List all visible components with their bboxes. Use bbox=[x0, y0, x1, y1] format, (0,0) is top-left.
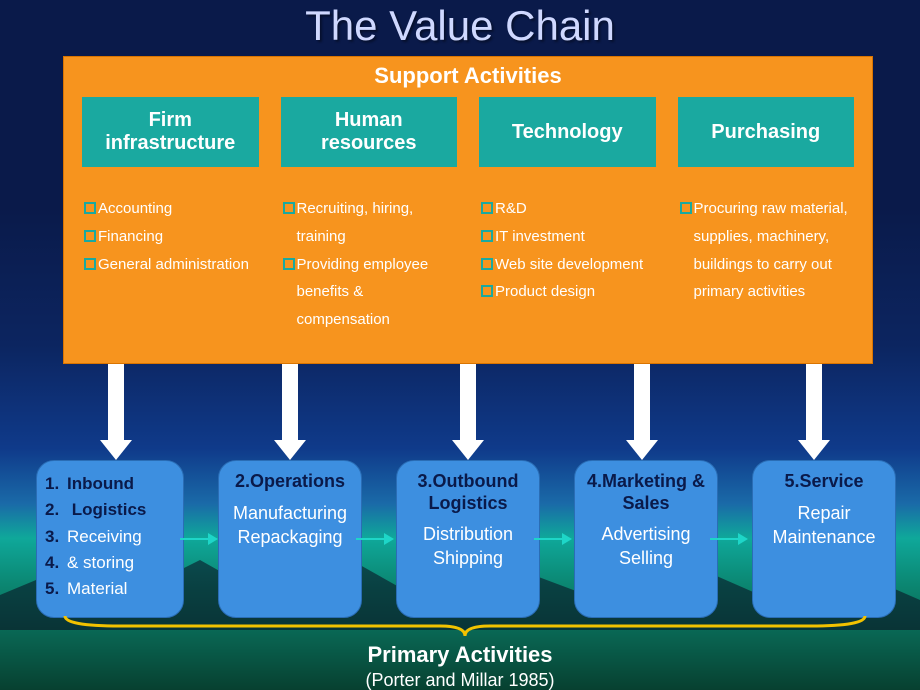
line-num: 4. bbox=[45, 550, 67, 576]
support-head-purchasing: Purchasing bbox=[678, 97, 855, 167]
primary-body: DistributionShipping bbox=[401, 522, 535, 571]
primary-box-outbound: 3.Outbound Logistics DistributionShippin… bbox=[396, 460, 540, 618]
support-items-tech: R&D IT investment Web site development P… bbox=[479, 195, 656, 306]
right-arrow-icon bbox=[710, 538, 740, 540]
right-arrow-icon bbox=[534, 538, 564, 540]
page-title: The Value Chain bbox=[0, 0, 920, 50]
line-num: 1. bbox=[45, 471, 67, 497]
support-item: Financing bbox=[84, 223, 259, 251]
support-head-tech: Technology bbox=[479, 97, 656, 167]
support-item: Recruiting, hiring, training bbox=[283, 195, 458, 251]
support-col-tech: Technology R&D IT investment Web site de… bbox=[479, 97, 656, 334]
right-arrow-icon bbox=[356, 538, 386, 540]
support-item: Procuring raw material, supplies, machin… bbox=[680, 195, 855, 306]
support-item: Product design bbox=[481, 278, 656, 306]
support-items-firm: Accounting Financing General administrat… bbox=[82, 195, 259, 278]
support-item: General administration bbox=[84, 251, 259, 279]
right-arrow-icon bbox=[180, 538, 210, 540]
primary-body: RepairMaintenance bbox=[757, 501, 891, 550]
citation-text: (Porter and Millar 1985) bbox=[0, 670, 920, 690]
down-arrow-icon bbox=[460, 364, 476, 442]
support-item: Accounting bbox=[84, 195, 259, 223]
line-text: Receiving bbox=[67, 527, 142, 546]
line-num: 3. bbox=[45, 524, 67, 550]
primary-title: 2.Operations bbox=[223, 471, 357, 493]
support-title: Support Activities bbox=[64, 63, 872, 89]
support-head-hr: Human resources bbox=[281, 97, 458, 167]
primary-title: 5.Service bbox=[757, 471, 891, 493]
line-num: 2. bbox=[45, 497, 67, 523]
primary-box-marketing: 4.Marketing & Sales AdvertisingSelling bbox=[574, 460, 718, 618]
support-item: IT investment bbox=[481, 223, 656, 251]
brace-icon bbox=[60, 614, 870, 636]
support-items-purchasing: Procuring raw material, supplies, machin… bbox=[678, 195, 855, 306]
support-col-purchasing: Purchasing Procuring raw material, suppl… bbox=[678, 97, 855, 334]
primary-activities-row: 1.Inbound 2. Logistics 3.Receiving 4.& s… bbox=[36, 460, 896, 618]
primary-activities-label: Primary Activities bbox=[0, 642, 920, 668]
down-arrow-icon bbox=[282, 364, 298, 442]
down-arrow-icon bbox=[634, 364, 650, 442]
line-num: 5. bbox=[45, 576, 67, 602]
support-item: Web site development bbox=[481, 251, 656, 279]
primary-title: 3.Outbound Logistics bbox=[401, 471, 535, 514]
line-text: Inbound bbox=[67, 474, 134, 493]
support-activities-panel: Support Activities Firm infrastructure A… bbox=[63, 56, 873, 364]
support-item: R&D bbox=[481, 195, 656, 223]
support-col-firm: Firm infrastructure Accounting Financing… bbox=[82, 97, 259, 334]
support-item: Providing employee benefits & compensati… bbox=[283, 251, 458, 334]
down-arrow-icon bbox=[806, 364, 822, 442]
support-columns: Firm infrastructure Accounting Financing… bbox=[82, 97, 854, 334]
line-text: Logistics bbox=[67, 500, 146, 519]
primary-box-operations: 2.Operations ManufacturingRepackaging bbox=[218, 460, 362, 618]
primary-box-inbound: 1.Inbound 2. Logistics 3.Receiving 4.& s… bbox=[36, 460, 184, 618]
down-arrow-icon bbox=[108, 364, 124, 442]
line-text: Material bbox=[67, 579, 127, 598]
support-col-hr: Human resources Recruiting, hiring, trai… bbox=[281, 97, 458, 334]
line-text: & storing bbox=[67, 553, 134, 572]
primary-body: AdvertisingSelling bbox=[579, 522, 713, 571]
primary-body: ManufacturingRepackaging bbox=[223, 501, 357, 550]
primary-box-service: 5.Service RepairMaintenance bbox=[752, 460, 896, 618]
support-items-hr: Recruiting, hiring, training Providing e… bbox=[281, 195, 458, 334]
primary-title: 4.Marketing & Sales bbox=[579, 471, 713, 514]
support-head-firm: Firm infrastructure bbox=[82, 97, 259, 167]
